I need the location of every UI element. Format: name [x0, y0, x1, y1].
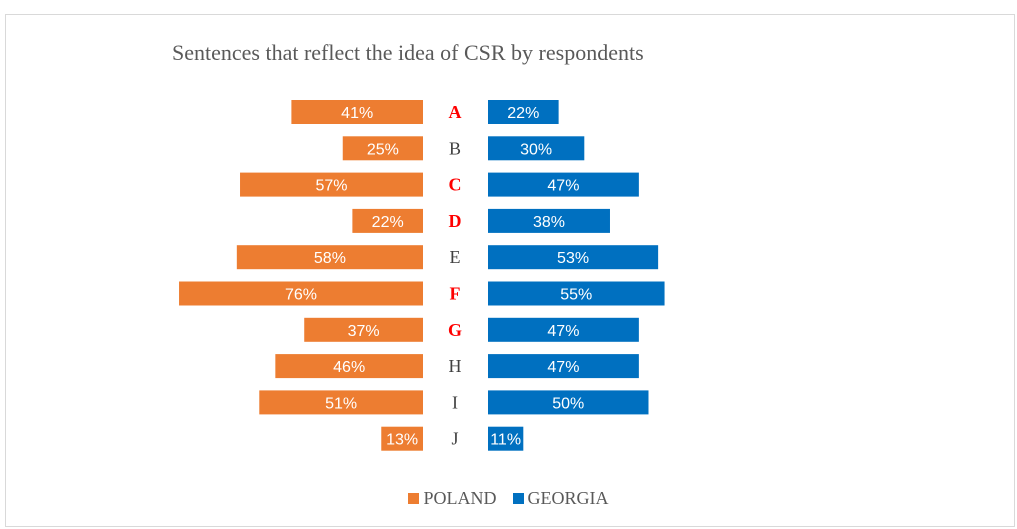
legend-item-poland: POLAND	[408, 488, 497, 509]
category-label-a: A	[449, 102, 462, 122]
bar-georgia-b	[488, 136, 585, 161]
bar-label-georgia-e: 53%	[557, 250, 589, 267]
legend-swatch-georgia	[512, 493, 524, 504]
bar-label-georgia-b: 30%	[520, 141, 552, 158]
bar-poland-b	[342, 136, 423, 161]
legend-item-georgia: GEORGIA	[512, 488, 609, 509]
bar-georgia-f	[488, 281, 665, 306]
category-label-b: B	[449, 138, 461, 158]
chart-legend: POLAND GEORGIA	[0, 488, 1017, 509]
category-label-h: H	[449, 356, 462, 376]
legend-swatch-poland	[408, 493, 420, 504]
bar-poland-j	[381, 426, 423, 451]
bar-label-georgia-c: 47%	[547, 178, 579, 195]
chart-plot-area: 41% 22% A 25% 30% B 57% 47% C 22% 38% D 58% 53% E 76% 55…	[179, 100, 665, 451]
bar-poland-g	[304, 317, 423, 342]
bar-label-georgia-g: 47%	[547, 323, 579, 340]
bar-label-poland-c: 57%	[315, 178, 347, 195]
bar-georgia-c	[488, 172, 639, 197]
category-label-g: G	[448, 320, 462, 340]
bar-poland-d	[352, 208, 423, 233]
bar-label-georgia-h: 47%	[547, 359, 579, 376]
category-label-e: E	[450, 247, 461, 267]
bar-georgia-j	[488, 426, 524, 451]
category-label-c: C	[449, 175, 462, 195]
bar-georgia-a	[488, 100, 559, 124]
bar-label-georgia-f: 55%	[560, 287, 592, 304]
bar-poland-f	[179, 281, 423, 306]
bar-label-georgia-a: 22%	[507, 105, 539, 122]
bar-label-poland-h: 46%	[333, 359, 365, 376]
bar-label-georgia-d: 38%	[533, 214, 565, 231]
bar-poland-e	[236, 245, 423, 270]
bar-georgia-h	[488, 354, 639, 379]
bar-poland-i	[259, 390, 423, 415]
chart-title: Sentences that reflect the idea of CSR b…	[172, 40, 644, 65]
category-label-i: I	[452, 392, 458, 412]
category-label-j: J	[451, 429, 458, 449]
bar-label-poland-f: 76%	[285, 287, 317, 304]
bar-label-poland-d: 22%	[372, 214, 404, 231]
legend-label-georgia: GEORGIA	[527, 488, 609, 508]
bar-label-georgia-j: 11%	[490, 432, 521, 449]
bar-label-poland-a: 41%	[341, 105, 373, 122]
bar-label-georgia-i: 50%	[552, 395, 584, 412]
bar-label-poland-b: 25%	[367, 141, 399, 158]
bar-label-poland-g: 37%	[348, 323, 380, 340]
bar-poland-a	[291, 100, 423, 124]
bar-label-poland-i: 51%	[325, 395, 357, 412]
bar-georgia-i	[488, 390, 649, 415]
category-label-f: F	[450, 284, 461, 304]
bar-label-poland-e: 58%	[314, 250, 346, 267]
bar-poland-c	[240, 172, 423, 197]
bar-georgia-d	[488, 208, 610, 233]
bar-label-poland-j: 13%	[386, 432, 418, 449]
category-label-d: D	[449, 211, 462, 231]
bar-georgia-e	[488, 245, 659, 270]
bar-georgia-g	[488, 317, 639, 342]
legend-label-poland: POLAND	[423, 488, 497, 508]
bar-poland-h	[275, 354, 423, 379]
